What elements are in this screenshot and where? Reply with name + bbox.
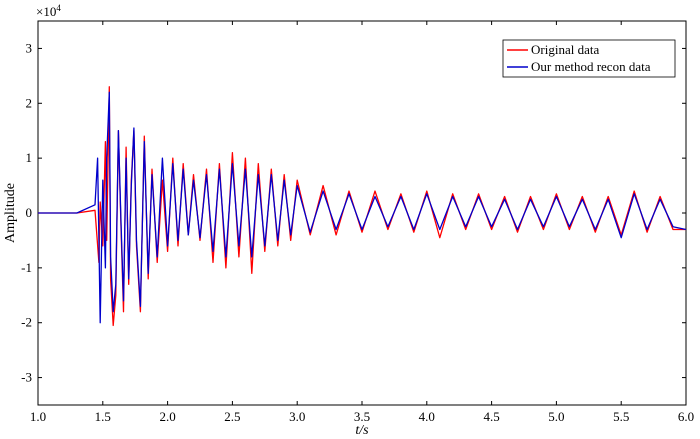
x-tick-label: 5.0	[548, 409, 564, 424]
y-tick-label: -2	[21, 315, 32, 330]
y-tick-label: -1	[21, 260, 32, 275]
legend-box	[502, 39, 676, 78]
legend-label-recon: Our method recon data	[531, 59, 651, 74]
y-tick-label: 1	[26, 150, 33, 165]
y-axis-label: Amplitude	[3, 183, 18, 243]
y-scale-exponent: 4	[56, 3, 61, 13]
legend-label-original: Original data	[531, 42, 599, 57]
series-layer	[38, 86, 687, 327]
x-tick-label: 5.5	[613, 409, 629, 424]
x-tick-label: 6.0	[678, 409, 694, 424]
x-tick-label: 4.5	[483, 409, 499, 424]
x-tick-label: 2.0	[159, 409, 175, 424]
x-tick-label: 3.0	[289, 409, 305, 424]
y-tick-label: 3	[26, 40, 33, 55]
x-tick-label: 1.5	[95, 409, 111, 424]
y-tick-label: 0	[26, 205, 33, 220]
y-tick-label: 2	[26, 95, 33, 110]
series-line-recon	[38, 91, 687, 324]
x-axis: 1.0 1.5 2.0 2.5 3.0 3.5 4.0 4.5 5.0 5.5 6.0	[30, 21, 694, 424]
x-tick-label: 1.0	[30, 409, 46, 424]
y-tick-label: -3	[21, 370, 32, 385]
legend: Original data Our method recon data	[502, 39, 676, 78]
x-tick-label: 4.0	[419, 409, 435, 424]
y-axis: -3 -2 -1 0 1 2 3	[21, 40, 686, 385]
x-axis-label: t/s	[355, 423, 369, 438]
y-scale-label: ×104	[36, 3, 61, 19]
x-tick-label: 2.5	[224, 409, 240, 424]
x-tick-label: 3.5	[354, 409, 370, 424]
